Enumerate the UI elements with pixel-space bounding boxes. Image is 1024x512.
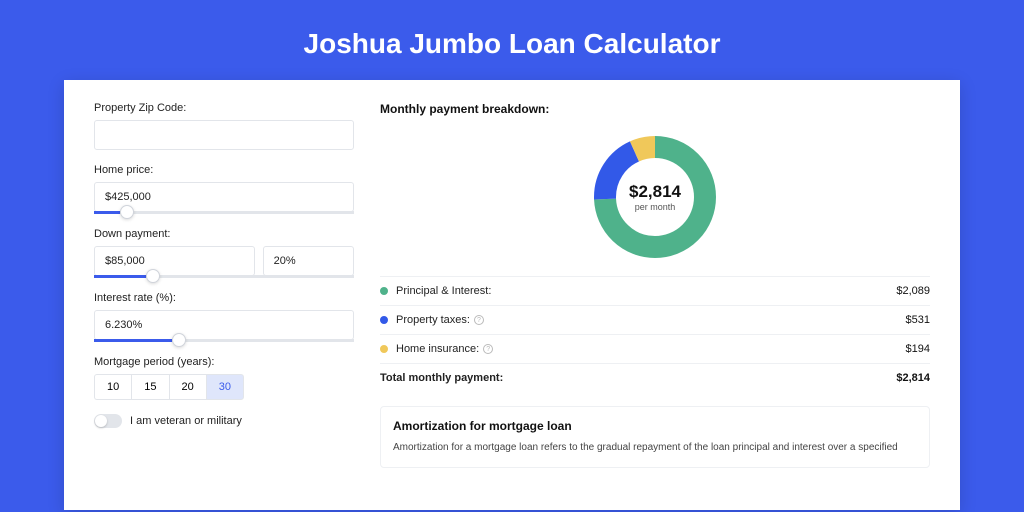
- legend-total: Total monthly payment: $2,814: [380, 363, 930, 392]
- period-tab-10[interactable]: 10: [94, 374, 131, 400]
- veteran-row: I am veteran or military: [94, 414, 354, 428]
- period-group: Mortgage period (years): 10 15 20 30: [94, 356, 354, 400]
- down-slider-thumb[interactable]: [146, 269, 160, 283]
- zip-group: Property Zip Code:: [94, 102, 354, 150]
- price-group: Home price:: [94, 164, 354, 214]
- rate-slider[interactable]: [94, 339, 354, 342]
- info-icon[interactable]: ?: [483, 344, 493, 354]
- legend-label: Property taxes:?: [396, 314, 906, 326]
- price-label: Home price:: [94, 164, 354, 176]
- total-value: $2,814: [896, 372, 930, 384]
- breakdown-panel: Monthly payment breakdown: $2,814 per mo…: [380, 102, 930, 488]
- donut-chart: $2,814 per month: [380, 126, 930, 276]
- calculator-card: Property Zip Code: Home price: Down paym…: [64, 80, 960, 510]
- legend-value: $2,089: [896, 285, 930, 297]
- amort-title: Amortization for mortgage loan: [393, 419, 917, 433]
- legend-insurance: Home insurance:? $194: [380, 334, 930, 363]
- down-group: Down payment:: [94, 228, 354, 278]
- total-label: Total monthly payment:: [380, 372, 896, 384]
- period-tab-20[interactable]: 20: [169, 374, 206, 400]
- legend-value: $194: [906, 343, 930, 355]
- rate-group: Interest rate (%):: [94, 292, 354, 342]
- period-tab-30[interactable]: 30: [206, 374, 244, 400]
- dot-icon: [380, 316, 388, 324]
- period-tab-15[interactable]: 15: [131, 374, 168, 400]
- veteran-label: I am veteran or military: [130, 415, 242, 427]
- down-input[interactable]: [94, 246, 255, 276]
- dot-icon: [380, 287, 388, 295]
- rate-label: Interest rate (%):: [94, 292, 354, 304]
- price-slider[interactable]: [94, 211, 354, 214]
- period-label: Mortgage period (years):: [94, 356, 354, 368]
- amortization-section: Amortization for mortgage loan Amortizat…: [380, 406, 930, 468]
- veteran-toggle[interactable]: [94, 414, 122, 428]
- donut-amount: $2,814: [629, 182, 681, 202]
- legend-principal: Principal & Interest: $2,089: [380, 276, 930, 305]
- legend-value: $531: [906, 314, 930, 326]
- down-slider[interactable]: [94, 275, 354, 278]
- legend-label: Principal & Interest:: [396, 285, 896, 297]
- down-label: Down payment:: [94, 228, 354, 240]
- down-pct-input[interactable]: [263, 246, 354, 276]
- price-slider-thumb[interactable]: [120, 205, 134, 219]
- info-icon[interactable]: ?: [474, 315, 484, 325]
- legend-label: Home insurance:?: [396, 343, 906, 355]
- rate-input[interactable]: [94, 310, 354, 340]
- zip-input[interactable]: [94, 120, 354, 150]
- dot-icon: [380, 345, 388, 353]
- amort-text: Amortization for a mortgage loan refers …: [393, 441, 917, 455]
- donut-sub: per month: [629, 202, 681, 212]
- zip-label: Property Zip Code:: [94, 102, 354, 114]
- page-title: Joshua Jumbo Loan Calculator: [0, 0, 1024, 80]
- form-panel: Property Zip Code: Home price: Down paym…: [94, 102, 354, 488]
- breakdown-title: Monthly payment breakdown:: [380, 102, 930, 116]
- rate-slider-thumb[interactable]: [172, 333, 186, 347]
- legend-taxes: Property taxes:? $531: [380, 305, 930, 334]
- period-tabs: 10 15 20 30: [94, 374, 354, 400]
